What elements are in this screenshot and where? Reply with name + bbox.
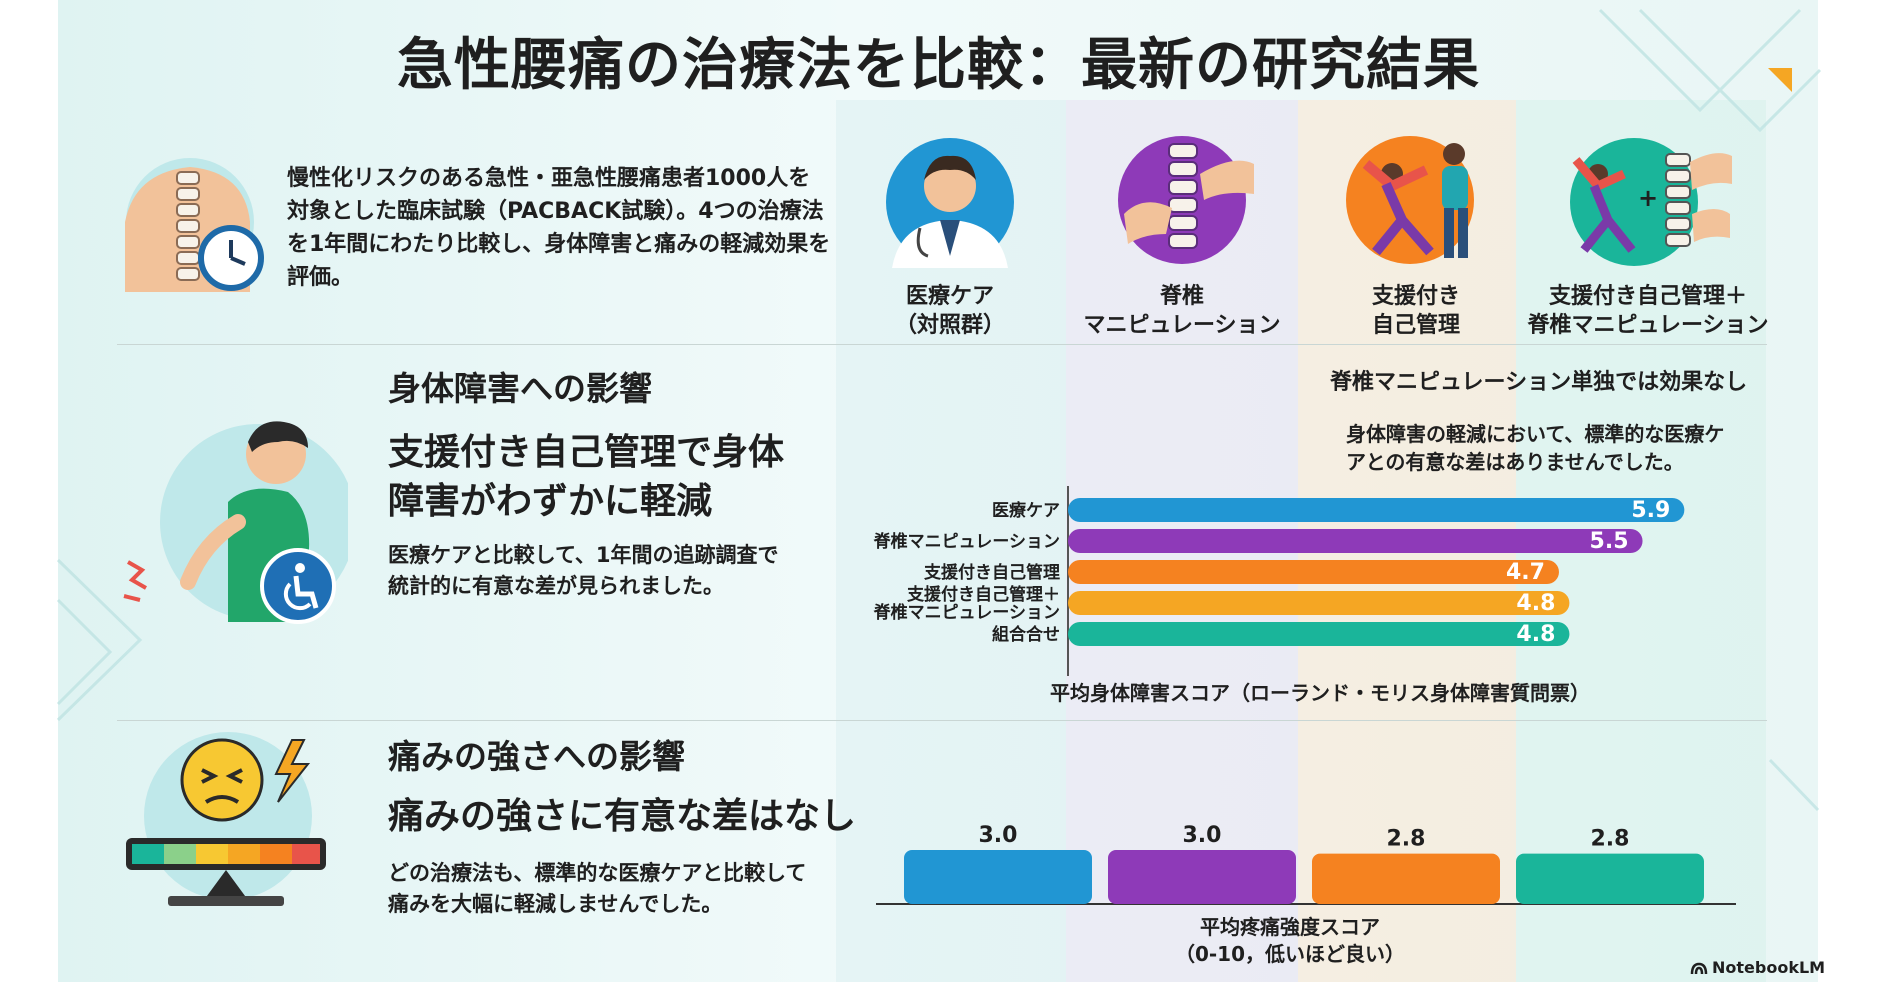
disability-category-label: 医療ケア	[992, 500, 1060, 521]
divider-top	[117, 344, 1767, 345]
disability-category-line: 支援付き自己管理	[924, 562, 1060, 583]
disability-note-body: 身体障害の軽減において、標準的な医療ケ アとの有意な差はありませんでした。	[1346, 422, 1725, 474]
brand-name: NotebookLM	[1712, 958, 1826, 977]
notebooklm-logo-icon	[1690, 962, 1708, 974]
disability-category-line: 組合合せ	[992, 624, 1060, 645]
pain-value-label: 2.8	[1591, 827, 1630, 852]
disability-category-label: 支援付き自己管理	[924, 562, 1060, 583]
disability-category-label: 脊椎マニピュレーション	[873, 531, 1060, 552]
disability-bar	[1068, 529, 1643, 553]
disability-bar-chart: 5.9 医療ケア 5.5 脊椎マニピュレーション 4.7 支援付き自己管理 4.8 支援付き自…	[873, 486, 1685, 676]
disability-category-line: 医療ケア	[992, 500, 1060, 521]
exercise-icon	[1346, 136, 1474, 264]
disability-note-heading: 脊椎マニピュレーション単独では効果なし	[1330, 370, 1748, 395]
treatment-label-self-management: 支援付き 自己管理	[1371, 284, 1460, 338]
pain-value-label: 3.0	[1183, 823, 1222, 848]
corner-accent	[1768, 68, 1792, 92]
pain-value-label: 3.0	[979, 823, 1018, 848]
disability-subheading: 支援付き自己管理で身体 障害がわずかに軽減	[388, 432, 785, 522]
pain-bar	[904, 850, 1092, 904]
combined-therapy-icon: +	[1570, 138, 1732, 266]
disability-value-label: 4.8	[1516, 622, 1555, 647]
disability-bar	[1068, 560, 1559, 584]
intro-text: 慢性化リスクのある急性・亜急性腰痛患者1000人を対象とした臨床試験（PACBA…	[287, 166, 831, 290]
treatment-label-spinal-manipulation: 脊椎 マニピュレーション	[1083, 284, 1281, 338]
pain-heading: 痛みの強さへの影響	[388, 737, 685, 776]
disability-category-line: 脊椎マニピュレーション	[873, 531, 1060, 552]
disability-axis-title: 平均身体障害スコア（ローランド・モリス身体障害質問票）	[1050, 681, 1590, 705]
disability-bar	[1068, 622, 1570, 646]
pain-scale-icon	[126, 732, 326, 906]
svg-text:+: +	[1638, 184, 1658, 212]
disability-bar	[1068, 591, 1570, 615]
disability-value-label: 4.8	[1516, 591, 1555, 616]
disability-value-label: 5.5	[1590, 529, 1629, 554]
disability-category-line: 脊椎マニピュレーション	[873, 602, 1060, 623]
disability-value-label: 5.9	[1631, 498, 1670, 523]
pain-bar-chart: 3.0 3.0 2.8 2.8	[876, 823, 1736, 905]
treatment-label-medical-care: 医療ケア （対照群）	[894, 284, 1005, 338]
disability-category-label: 支援付き自己管理＋脊椎マニピュレーション	[873, 584, 1060, 623]
disability-category-line: 支援付き自己管理＋	[907, 584, 1060, 605]
page-title: 急性腰痛の治療法を比較：最新の研究結果	[397, 33, 1480, 98]
back-pain-person-icon	[123, 421, 348, 624]
brand-mark: NotebookLM	[1690, 958, 1825, 977]
spine-manipulation-icon	[1118, 136, 1254, 264]
pain-body: どの治療法も、標準的な医療ケアと比較して 痛みを大幅に軽減しませんでした。	[388, 861, 807, 916]
divider-bottom	[117, 720, 1767, 721]
disability-category-label: 組合合せ	[992, 624, 1060, 645]
disability-value-label: 4.7	[1506, 560, 1545, 585]
pain-bar	[1312, 853, 1500, 904]
treatment-label-combined: 支援付き自己管理＋ 脊椎マニピュレーション	[1527, 284, 1769, 338]
pain-subheading: 痛みの強さに有意な差はなし	[388, 796, 857, 837]
pain-bar	[1108, 850, 1296, 904]
decorative-lines	[56, 8, 1822, 812]
disability-bar	[1068, 498, 1685, 522]
disability-body: 医療ケアと比較して、1年間の追跡調査で 統計的に有意な差が見られました。	[388, 543, 779, 598]
pain-bar	[1516, 853, 1704, 904]
disability-heading: 身体障害への影響	[388, 369, 652, 408]
doctor-icon	[886, 138, 1014, 268]
pain-value-label: 2.8	[1387, 827, 1426, 852]
back-pain-clock-icon	[125, 158, 264, 292]
pain-axis-title: 平均疼痛強度スコア （0-10，低いほど良い）	[1174, 915, 1406, 966]
